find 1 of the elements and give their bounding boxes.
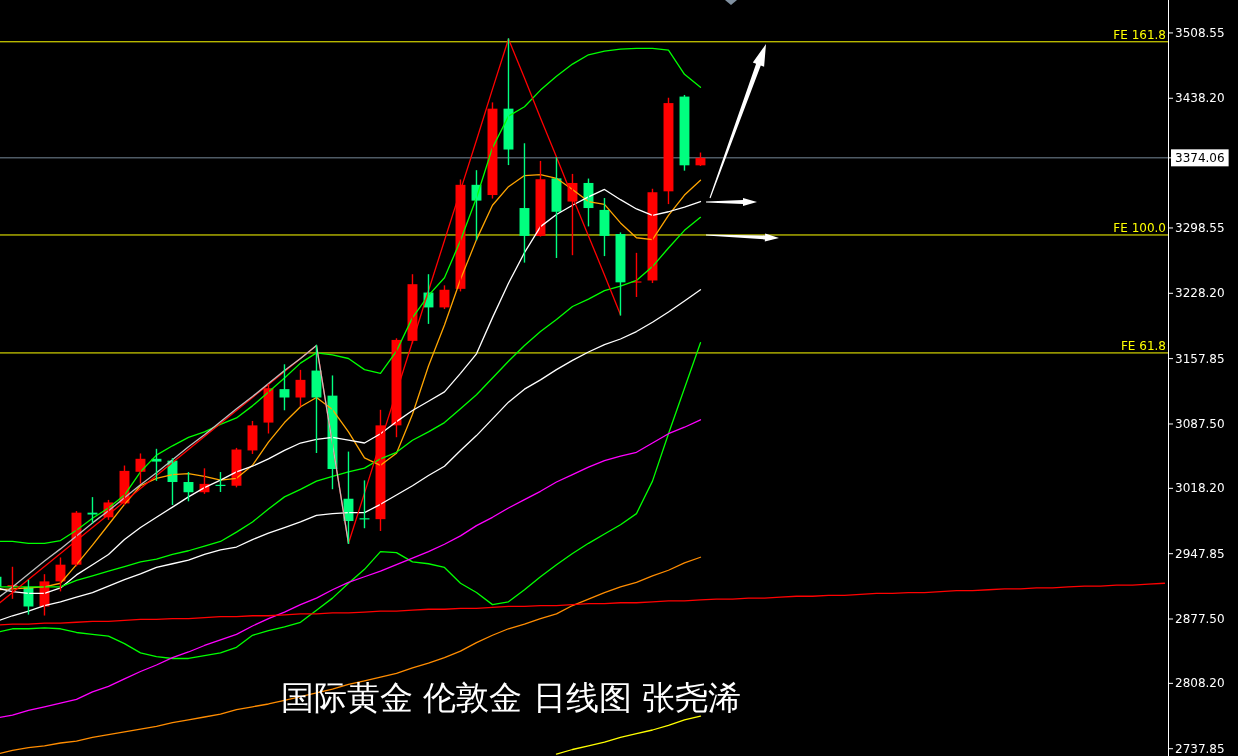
y-tick-label: 3374.06 (1175, 150, 1225, 165)
